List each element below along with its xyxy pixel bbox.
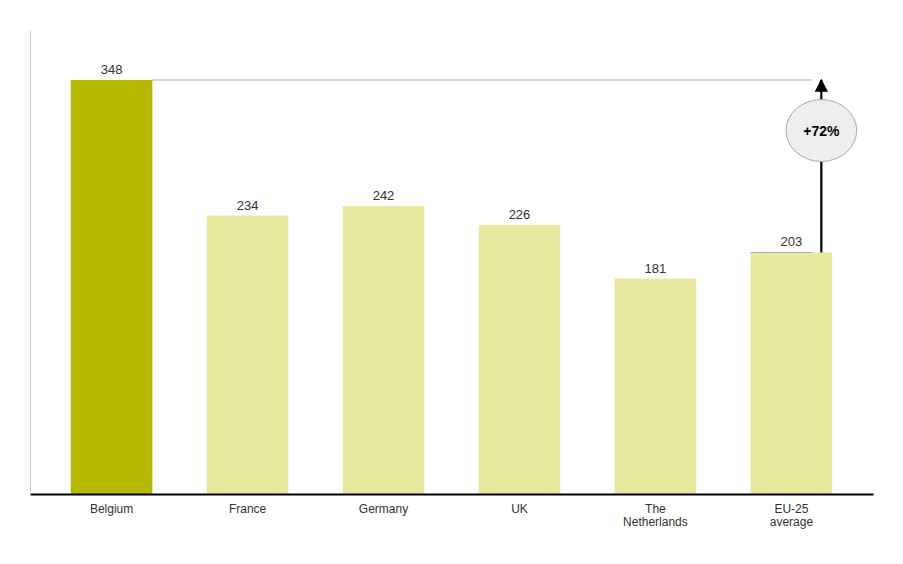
bar [207, 216, 289, 494]
data-label: 234 [237, 198, 259, 213]
reference-line [152, 79, 811, 80]
marks [71, 80, 832, 494]
annotation-text: +72% [803, 123, 840, 139]
bar [479, 225, 561, 494]
annotation-bubble [786, 100, 857, 162]
data-label: 226 [509, 207, 531, 222]
x-tick-label: Belgium [90, 502, 133, 516]
x-axis: Belgium France Germany UK TheNetherlands EU-2… [31, 495, 874, 530]
data-label: 348 [101, 62, 123, 77]
x-axis-line [31, 494, 874, 496]
bar [615, 279, 697, 494]
x-tick: Germany [359, 502, 408, 516]
x-tick: TheNetherlands [623, 502, 688, 530]
data-label: 242 [373, 188, 395, 203]
x-tick-label: TheNetherlands [623, 502, 688, 530]
data-label: 203 [781, 234, 803, 249]
x-tick-label: UK [511, 502, 528, 516]
y-axis-line [30, 31, 31, 495]
bar [71, 80, 153, 494]
plot: Belgium France Germany UK TheNetherlands EU-2… [31, 31, 874, 530]
x-tick: Belgium [90, 502, 133, 516]
y-axis [30, 31, 31, 495]
x-tick: EU-25average [770, 502, 814, 530]
bar [343, 206, 425, 494]
x-tick: France [229, 502, 267, 516]
x-tick-label: France [229, 502, 267, 516]
x-tick-label: EU-25average [770, 502, 814, 530]
x-tick: UK [511, 502, 528, 516]
data-label: 181 [645, 261, 667, 276]
chart: Belgium France Germany UK TheNetherlands EU-2… [0, 0, 903, 564]
x-tick-label: Germany [359, 502, 408, 516]
reference-line [751, 252, 812, 253]
data-labels: 348 234 242 226 181 203 [101, 62, 803, 276]
annotation: +72% [786, 100, 857, 162]
bar [751, 252, 833, 494]
